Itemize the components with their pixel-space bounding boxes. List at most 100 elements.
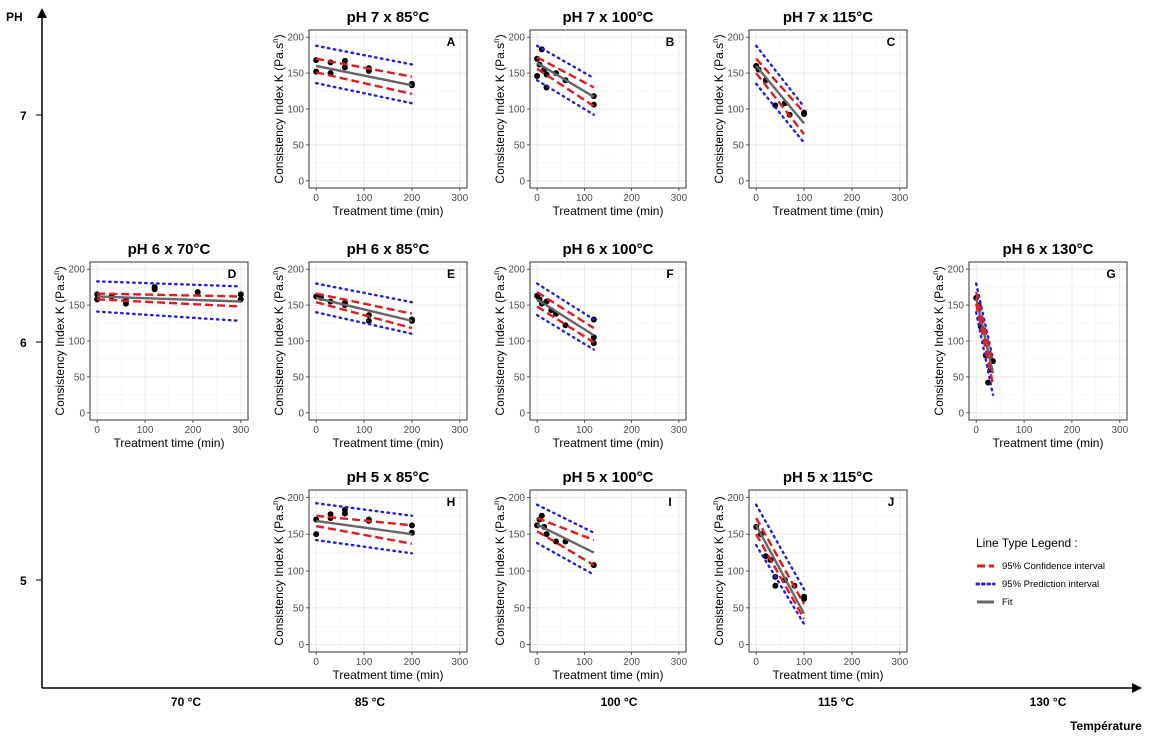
panel-f-series [534,282,597,351]
panel-b-ytick-label: 50 [514,140,526,151]
panel-d-series [94,280,244,323]
panel-c-xtick-label: 100 [796,193,813,204]
panel-i-data-point [553,538,559,545]
panel-i-frame [529,489,687,653]
panel-f-frame [529,261,687,421]
panel-e-ytick-label: 0 [298,408,304,419]
panel-j-ci-lower-line [755,533,806,620]
panel-c-ylabel: Consistency Index K (Pa.sn) [711,34,726,183]
panel-e-ytick-label: 150 [287,301,304,312]
panel-i-ci-upper-line [536,516,595,542]
panel-f-ytick-label: 200 [508,265,525,276]
panel-a-pi-lower-line [314,81,414,105]
panel-g-letter: G [1106,267,1115,281]
panel-g-series [973,282,996,397]
panel-i-xtick-label: 200 [623,657,640,668]
panel-g-ytick-label: 0 [958,408,964,419]
line-type-legend: Line Type Legend : 95% Confidence interv… [975,536,1105,608]
panel-h-data-point [313,531,320,538]
panel-j-pi-lower-line [754,544,806,626]
panel-f-xtick-label: 200 [623,425,640,436]
panel-a-ylabel: Consistency Index K (Pa.sn) [271,34,286,183]
panel-b-xtick-label: 100 [576,193,593,204]
panel-f-pi-lower-line [535,313,596,351]
panel-d-xtick-label: 200 [185,425,202,436]
panel-d-ytick-label: 100 [68,337,85,348]
panel-a-ytick-label: 100 [287,105,304,116]
panel-j-ytick-label: 0 [738,640,744,651]
panel-d: pH 6 x 70°C 0 50 100 150 200 0 100 200 300 Treatme… [52,241,250,450]
panel-d-ytick-label: 200 [68,265,85,276]
panel-c-letter: C [887,35,896,49]
panel-b-xtick-label: 300 [671,193,688,204]
panel-e-xtick-label: 0 [313,425,319,436]
temp-tick-label-70: 70 °C [171,695,201,709]
panel-g-ci-lower-line [975,303,995,385]
panel-g-xtick-label: 200 [1064,425,1081,436]
panel-f-xtick-label: 0 [534,425,540,436]
panel-c-xlabel: Treatment time (min) [773,204,884,218]
panel-a-ci-upper-line [315,57,413,78]
panel-i-ci-lower-line [536,530,595,567]
panel-j-xtick-label: 100 [796,657,813,668]
panel-i-ytick-label: 100 [508,567,525,578]
panel-c-ci-lower-line [755,72,806,135]
panel-c-frame [748,29,908,189]
panel-b-letter: B [666,35,675,49]
panel-b-xlabel: Treatment time (min) [553,204,664,218]
panel-f-ci-lower-line [536,305,595,344]
panel-h-series [313,502,415,555]
panel-h-xtick-label: 100 [356,657,373,668]
panel-g-title: pH 6 x 130°C [1002,241,1093,258]
panel-h-xtick-label: 0 [313,657,319,668]
panel-a-ytick-label: 0 [298,176,304,187]
panel-i-xtick-label: 100 [576,657,593,668]
panel-d-pi-lower-line [95,310,243,323]
panel-i-fit-line [536,523,595,554]
panel-f-ylabel: Consistency Index K (Pa.sn) [492,266,507,415]
panel-a-letter: A [447,35,456,49]
panel-i-pi-upper-line [535,503,596,534]
panel-b-pi-upper-line [535,44,596,80]
panel-j-ytick-label: 50 [733,603,745,614]
panel-i-ytick-label: 150 [508,530,525,541]
panel-j-title: pH 5 x 115°C [783,469,873,486]
panel-b-title: pH 7 x 100°C [562,9,653,26]
panel-c-title: pH 7 x 115°C [783,9,873,26]
panel-h-ci-lower-line [315,524,413,545]
panel-j-ylabel: Consistency Index K (Pa.sn) [711,496,726,645]
panel-e-data-point [365,317,372,324]
panel-h-ytick-label: 50 [293,603,305,614]
panel-d-ytick-label: 150 [68,301,85,312]
panel-a-ytick-label: 50 [293,140,305,151]
panel-h-ytick-label: 150 [287,530,304,541]
ph-tick-label-7: 7 [20,109,27,123]
panel-e-ytick-label: 200 [287,265,304,276]
panel-h-data-point [341,510,348,517]
panel-g-fit-line [975,297,995,374]
panel-e-letter: E [447,267,455,281]
panel-d-pi-upper-line [95,280,243,288]
panel-a-ytick-label: 200 [287,33,304,44]
panel-j-ytick-label: 150 [727,530,744,541]
panel-h-xtick-label: 200 [404,657,421,668]
panel-j-frame [748,489,908,653]
panel-e-xtick-label: 100 [356,425,373,436]
panel-e-title: pH 6 x 85°C [347,241,430,258]
panel-d-xlabel: Treatment time (min) [114,436,225,450]
panel-b-ytick-label: 200 [508,33,525,44]
panel-a-ci-lower-line [315,71,413,96]
panel-f: pH 6 x 100°C 0 50 100 150 200 0 100 200 300 Treatm… [492,241,688,450]
panel-d-xtick-label: 100 [137,425,154,436]
panel-g-xtick-label: 100 [1016,425,1033,436]
panel-i: pH 5 x 100°C 0 50 100 150 200 0 100 200 300 Treatm… [492,469,688,682]
panel-a: pH 7 x 85°C 0 50 100 150 200 0 100 200 300 Treatme… [271,9,469,218]
panels-container: pH 7 x 85°C 0 50 100 150 200 0 100 200 300 Treatme… [52,9,1129,682]
panel-a-xtick-label: 0 [313,193,319,204]
panel-i-xtick-label: 0 [534,657,540,668]
panel-f-pi-upper-line [535,282,596,321]
panel-j-ytick-label: 200 [727,493,744,504]
panel-g-xtick-label: 0 [973,425,979,436]
panel-c-ytick-label: 50 [733,140,745,151]
